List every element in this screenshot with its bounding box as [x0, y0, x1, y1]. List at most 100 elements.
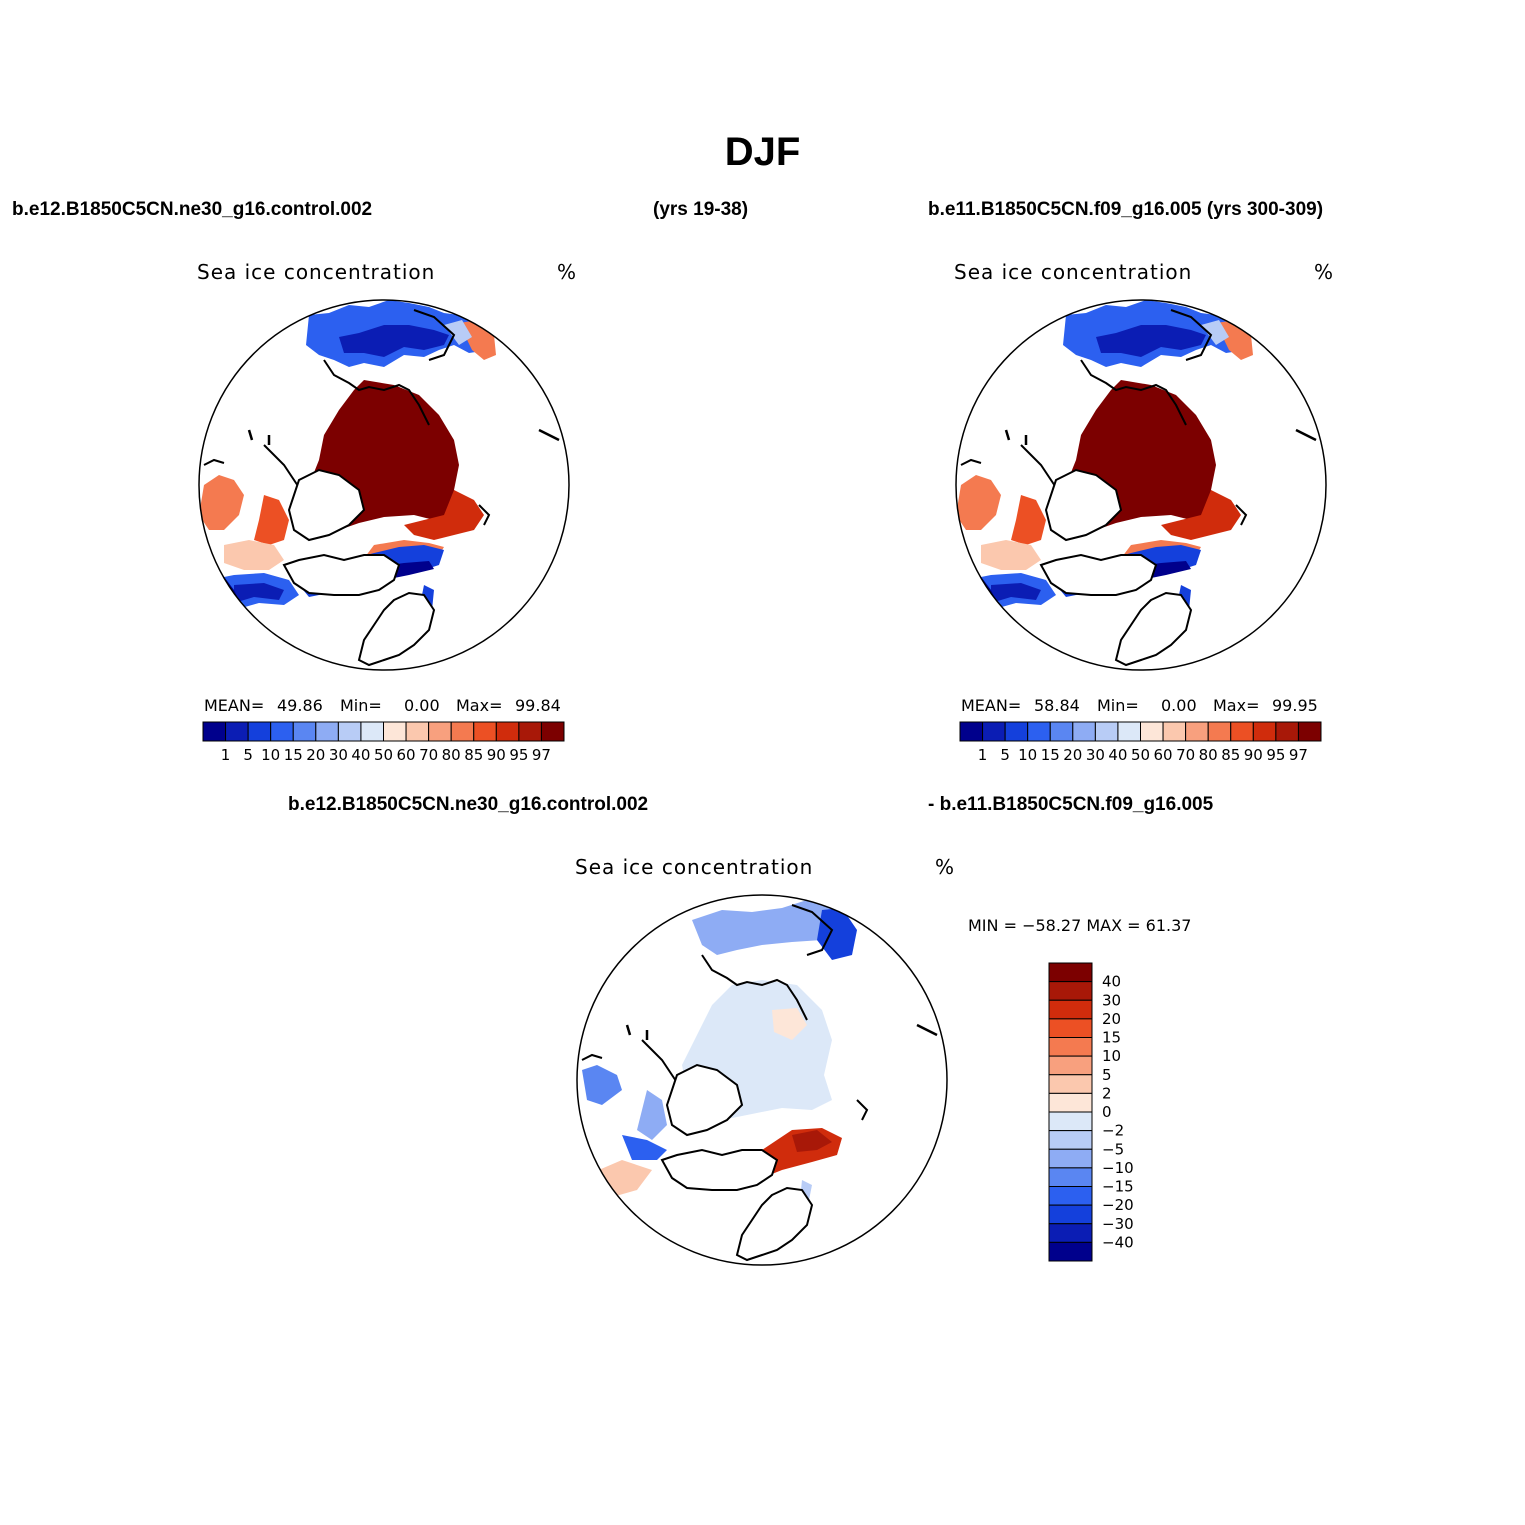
colorbar-tick-label: 30 [329, 746, 348, 764]
colorbar-tick-label: 95 [1266, 746, 1285, 764]
colorbar-box [1117, 721, 1141, 742]
colorbar-tick-label: 10 [1102, 1047, 1121, 1065]
colorbar-tick-label: −5 [1102, 1140, 1124, 1158]
colorbar-box [1048, 1111, 1093, 1132]
right-mean-label: MEAN= [961, 696, 1022, 715]
panel-diff-units: % [935, 855, 956, 879]
colorbar-box [292, 721, 317, 742]
colorbar-tick-label: 5 [1102, 1066, 1112, 1084]
panel-diff-title: Sea ice concentration [575, 855, 814, 879]
colorbar-tick-label: −10 [1102, 1159, 1134, 1177]
right-mean-value: 58.84 [1034, 696, 1080, 715]
colorbar-box [202, 721, 227, 742]
colorbar-tick-label: 40 [1102, 973, 1121, 991]
colorbar-tick-label: 20 [306, 746, 325, 764]
colorbar-box [1048, 981, 1093, 1001]
left-mean-value: 49.86 [277, 696, 323, 715]
panel-left-units: % [557, 260, 578, 284]
colorbar-box [959, 721, 984, 742]
colorbar-tick-label: 70 [1176, 746, 1195, 764]
colorbar-tick-label: 90 [487, 746, 506, 764]
left-mean-label: MEAN= [204, 696, 265, 715]
left-max-value: 99.84 [515, 696, 561, 715]
colorbar-tick-label: 15 [1041, 746, 1060, 764]
colorbar-tick-label: 1 [221, 746, 231, 764]
map-diff [576, 894, 948, 1266]
colorbar-box [1297, 721, 1322, 742]
colorbar-tick-label: 20 [1063, 746, 1082, 764]
panel-left-title: Sea ice concentration [197, 260, 436, 284]
diff-case-b: - b.e11.B1850C5CN.f09_g16.005 [928, 794, 1214, 815]
colorbar-box [1048, 1055, 1093, 1076]
colorbar-box [982, 721, 1006, 742]
map-diff-boundary [576, 894, 948, 1266]
colorbar-box [1048, 1167, 1093, 1187]
right-max-value: 99.95 [1272, 696, 1318, 715]
panel-right-title: Sea ice concentration [954, 260, 1193, 284]
colorbar-box [270, 721, 294, 742]
colorbar-tick-label: 80 [442, 746, 461, 764]
colorbar-tick-label: 97 [1289, 746, 1308, 764]
years-left: (yrs 19-38) [653, 199, 749, 220]
colorbar-box [1048, 1204, 1093, 1225]
colorbar-box [1048, 1018, 1093, 1038]
colorbar-box [1048, 1037, 1093, 1057]
colorbar-tick-label: 5 [1000, 746, 1010, 764]
colorbar-tick-label: −30 [1102, 1215, 1134, 1233]
diff-minmax: MIN = −58.27 MAX = 61.37 [968, 916, 1192, 935]
colorbar-tick-label: 15 [284, 746, 303, 764]
colorbar-tick-label: 50 [374, 746, 393, 764]
colorbar-tick-label: 80 [1199, 746, 1218, 764]
colorbar-box [360, 721, 384, 742]
colorbar-tick-label: 97 [532, 746, 551, 764]
case-name-left: b.e12.B1850C5CN.ne30_g16.control.002 [12, 199, 373, 220]
left-max-label: Max= [456, 696, 503, 715]
map-right-boundary [955, 299, 1327, 671]
colorbar-box [1048, 1074, 1093, 1094]
colorbar-box [405, 721, 430, 742]
colorbar-left: 1 5 10 15 20 30 40 50 60 70 80 85 90 95 97 [202, 721, 565, 764]
colorbar-box [518, 721, 542, 742]
colorbar-tick-label: 20 [1102, 1010, 1121, 1028]
colorbar-box [473, 721, 497, 742]
colorbar-box [1207, 721, 1232, 742]
colorbar-tick-label: 60 [397, 746, 416, 764]
right-max-label: Max= [1213, 696, 1260, 715]
colorbar-box [1048, 1241, 1093, 1262]
colorbar-box [1049, 721, 1074, 742]
colorbar-tick-label: −2 [1102, 1122, 1124, 1140]
colorbar-tick-label: 70 [419, 746, 438, 764]
colorbar-box [428, 721, 452, 742]
colorbar-box [495, 721, 520, 742]
colorbar-box [540, 721, 565, 742]
colorbar-tick-label: −40 [1102, 1233, 1134, 1251]
map-right [955, 299, 1327, 671]
colorbar-tick-label: −20 [1102, 1196, 1134, 1214]
colorbar-box [1252, 721, 1277, 742]
colorbar-box [1140, 721, 1164, 742]
right-min-value: 0.00 [1161, 696, 1197, 715]
left-min-label: Min= [340, 696, 382, 715]
colorbar-tick-label: 10 [1018, 746, 1037, 764]
colorbar-tick-label: 30 [1102, 991, 1121, 1009]
colorbar-tick-label: 30 [1086, 746, 1105, 764]
colorbar-tick-label: 1 [978, 746, 988, 764]
colorbar-box [1048, 1092, 1093, 1113]
map-left [198, 299, 570, 671]
colorbar-tick-label: 40 [1108, 746, 1127, 764]
diff-case-a: b.e12.B1850C5CN.ne30_g16.control.002 [288, 794, 649, 815]
colorbar-tick-label: 60 [1154, 746, 1173, 764]
colorbar-box [1027, 721, 1051, 742]
colorbar-tick-label: 5 [243, 746, 253, 764]
colorbar-tick-label: 0 [1102, 1103, 1112, 1121]
page-title: DJF [724, 130, 801, 174]
colorbar-box [1048, 1186, 1093, 1206]
colorbar-box [1048, 1130, 1093, 1150]
colorbar-box [1048, 999, 1093, 1020]
colorbar-box [383, 721, 407, 742]
colorbar-box [225, 721, 249, 742]
left-min-value: 0.00 [404, 696, 440, 715]
colorbar-box [450, 721, 475, 742]
